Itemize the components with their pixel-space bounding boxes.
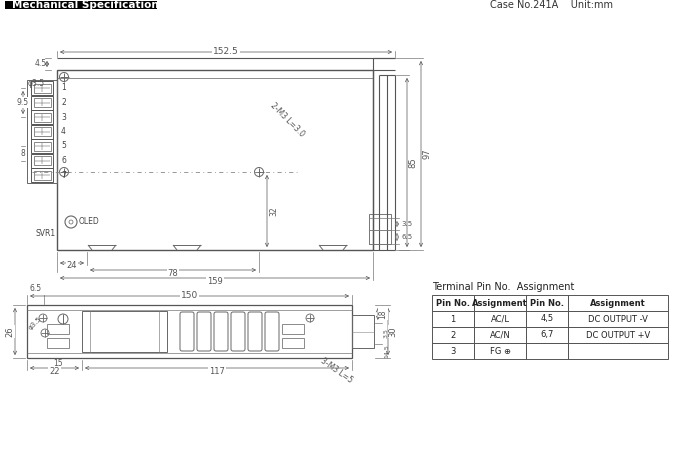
Text: 30: 30 (389, 326, 398, 337)
Bar (432, 343, 474, 359)
Text: 97: 97 (423, 149, 431, 159)
Bar (27, 80, 57, 183)
Bar (34, 83, 50, 93)
Text: 14.5: 14.5 (384, 344, 389, 358)
Bar (82, 311, 167, 352)
Bar (47, 324, 69, 334)
Text: 8: 8 (20, 149, 25, 158)
Text: 4,5: 4,5 (540, 315, 554, 323)
Text: 6: 6 (61, 156, 66, 165)
Bar (31, 110, 53, 124)
Bar (31, 96, 53, 109)
Bar (31, 81, 53, 95)
Bar (34, 170, 50, 180)
Text: 4.5: 4.5 (35, 60, 47, 69)
Text: 159: 159 (207, 277, 223, 285)
Bar (474, 327, 526, 343)
Bar (34, 156, 50, 165)
Text: 2: 2 (61, 98, 66, 107)
Bar (526, 343, 568, 359)
Text: 24: 24 (66, 262, 77, 271)
Text: 3.5: 3.5 (384, 328, 389, 338)
Text: 85: 85 (409, 157, 417, 168)
Text: 6.5: 6.5 (30, 284, 42, 293)
Text: φ3.5: φ3.5 (28, 80, 45, 88)
Bar (432, 327, 474, 343)
Bar (31, 125, 53, 138)
Text: DC OUTPUT -V: DC OUTPUT -V (588, 315, 648, 323)
Bar (474, 295, 526, 311)
Text: 15: 15 (53, 359, 63, 367)
Bar (568, 295, 668, 311)
Bar (568, 311, 668, 327)
Bar (34, 142, 50, 151)
Bar (568, 343, 668, 359)
Bar (31, 153, 53, 168)
Text: 5: 5 (61, 142, 66, 151)
Text: DC OUTPUT +V: DC OUTPUT +V (586, 331, 650, 339)
Bar (474, 311, 526, 327)
Text: 3: 3 (450, 347, 456, 355)
Bar (57, 70, 373, 250)
Text: 32: 32 (270, 206, 279, 216)
Text: 7: 7 (61, 170, 66, 180)
Text: 3-M3 L=5: 3-M3 L=5 (319, 356, 355, 385)
Text: 1: 1 (61, 83, 66, 93)
Bar (526, 327, 568, 343)
Text: 9.5: 9.5 (17, 98, 29, 107)
Text: Assignment: Assignment (590, 299, 646, 307)
Bar (31, 168, 53, 182)
Text: Pin No.: Pin No. (530, 299, 564, 307)
Bar (432, 295, 474, 311)
Text: 6,7: 6,7 (540, 331, 554, 339)
Text: 18: 18 (379, 309, 388, 319)
Bar (5, 1, 157, 9)
Text: 3: 3 (61, 113, 66, 121)
Text: 3.5: 3.5 (401, 221, 412, 227)
Text: 152.5: 152.5 (213, 48, 239, 56)
Text: AC/L: AC/L (491, 315, 510, 323)
Text: Case No.241A    Unit:mm: Case No.241A Unit:mm (490, 0, 613, 10)
Text: 22: 22 (49, 366, 60, 376)
Text: 4: 4 (61, 127, 66, 136)
Text: 117: 117 (209, 366, 225, 376)
Text: 1: 1 (450, 315, 456, 323)
Bar (526, 295, 568, 311)
Text: 2: 2 (450, 331, 456, 339)
Bar (282, 338, 304, 348)
Bar (34, 98, 50, 107)
Bar (568, 327, 668, 343)
Text: OLED: OLED (79, 218, 99, 227)
Bar (369, 214, 391, 244)
Bar (432, 311, 474, 327)
Bar (31, 139, 53, 153)
Bar (47, 338, 69, 348)
Text: 26: 26 (6, 326, 15, 337)
Bar (282, 324, 304, 334)
Text: 150: 150 (181, 291, 198, 300)
Text: Terminal Pin No.  Assignment: Terminal Pin No. Assignment (432, 282, 575, 292)
Text: FG ⊕: FG ⊕ (489, 347, 510, 355)
Text: Mechanical Specification: Mechanical Specification (12, 0, 159, 10)
Text: AC/N: AC/N (489, 331, 510, 339)
Bar (34, 113, 50, 121)
Text: SVR1: SVR1 (35, 229, 55, 239)
Text: φ3.5: φ3.5 (27, 316, 43, 331)
Bar (27, 305, 352, 358)
Bar (526, 311, 568, 327)
Text: 78: 78 (167, 268, 178, 278)
Bar (474, 343, 526, 359)
Text: 2-M3 L=3.0: 2-M3 L=3.0 (268, 101, 306, 139)
Text: Assignment: Assignment (472, 299, 528, 307)
Text: 6.5: 6.5 (401, 234, 412, 240)
Bar (34, 127, 50, 136)
Bar (352, 315, 374, 348)
Text: Pin No.: Pin No. (436, 299, 470, 307)
